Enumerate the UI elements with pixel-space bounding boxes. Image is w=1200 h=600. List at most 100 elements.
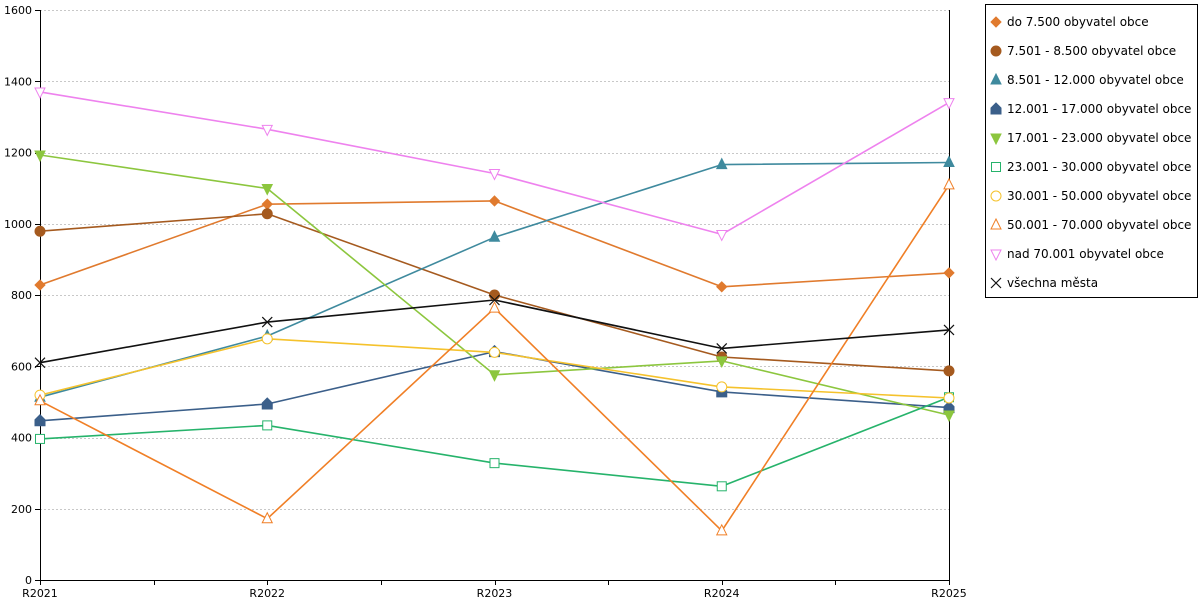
legend-marker [990,73,1002,85]
legend-item: nad 70.001 obyvatel obce [986,244,1197,264]
legend-item: 7.501 - 8.500 obyvatel obce [986,41,1197,61]
legend-marker [990,249,1002,261]
data-point [943,410,955,423]
legend-label: 8.501 - 12.000 obyvatel obce [1007,73,1184,87]
data-point [34,279,46,291]
data-point [488,370,501,382]
data-point [34,393,46,406]
legend-item: 17.001 - 23.000 obyvatel obce [986,128,1197,148]
data-point [261,208,273,220]
x-tick-label: R2024 [704,587,740,600]
legend: do 7.500 obyvatel obce 7.501 - 8.500 obyv… [985,4,1198,298]
data-point [715,157,728,170]
data-point [34,225,46,237]
y-tick-label: 1200 [4,147,32,160]
data-point [262,420,273,431]
x-tick-label: R2021 [22,587,58,600]
legend-marker [990,102,1002,115]
data-point [943,155,955,167]
data-point [261,183,274,196]
data-point [34,357,46,369]
y-tick-label: 0 [25,574,32,587]
legend-item: 8.501 - 12.000 obyvatel obce [986,70,1197,90]
data-point [488,169,501,181]
data-point [990,16,1002,28]
legend-item: všechna města [986,273,1197,293]
data-point [34,87,46,100]
data-point [990,102,1002,115]
data-point [943,365,955,377]
x-tick-label: R2023 [477,587,513,600]
data-point [716,481,727,492]
y-tick-label: 1600 [4,4,32,17]
data-point [990,45,1002,57]
y-tick-label: 1000 [4,218,32,231]
legend-item: 12.001 - 17.000 obyvatel obce [986,99,1197,119]
data-point [990,190,1002,202]
legend-item: do 7.500 obyvatel obce [986,12,1197,32]
legend-marker [990,218,1002,230]
data-point [261,124,274,137]
data-point [34,150,46,163]
legend-label: 12.001 - 17.000 obyvatel obce [1007,102,1192,116]
legend-item: 23.001 - 30.000 obyvatel obce [986,157,1197,177]
data-point [715,523,728,536]
legend-label: všechna města [1007,276,1099,290]
data-point [261,397,273,410]
data-point [715,356,728,369]
data-point [488,230,501,242]
legend-marker [991,162,1001,172]
data-point [716,281,728,293]
y-tick-label: 600 [11,360,32,373]
data-point [261,511,274,524]
y-tick-label: 400 [11,432,32,445]
data-point [943,392,955,404]
legend-label: do 7.500 obyvatel obce [1007,15,1149,29]
data-point [261,333,273,345]
data-point [943,267,955,279]
y-tick-labels: 0 200 400 600 800 1000 1200 1400 1600 [4,4,32,587]
data-point [715,229,728,242]
data-point [990,73,1002,85]
data-point [261,198,273,210]
data-point [943,324,955,336]
data-point [489,289,500,301]
data-point [943,98,955,110]
data-point [488,301,501,313]
data-point [990,249,1002,261]
data-point [716,343,728,354]
data-point [991,162,1001,172]
data-point [990,277,1002,289]
x-tick-labels: R2021 R2022 R2023 R2024 R2025 [22,587,967,600]
legend-marker [990,277,1002,289]
x-tick-label: R2025 [931,587,967,600]
data-point [35,433,45,444]
legend-label: 30.001 - 50.000 obyvatel obce [1007,189,1192,203]
line-chart: 0 200 400 600 800 1000 1200 1400 1600 R2021 R2022… [4,4,967,600]
data-point [489,346,500,358]
data-point [34,414,46,427]
y-tick-label: 1400 [4,75,32,88]
x-tick-label: R2022 [249,587,285,600]
y-tick-label: 200 [11,503,32,516]
legend-marker [990,133,1002,145]
legend-label: 23.001 - 30.000 obyvatel obce [1007,160,1192,174]
legend-label: 7.501 - 8.500 obyvatel obce [1007,44,1177,58]
legend-item: 50.001 - 70.000 obyvatel obce [986,215,1197,235]
legend-marker [990,16,1002,28]
data-point [990,133,1002,145]
legend-label: 50.001 - 70.000 obyvatel obce [1007,218,1192,232]
data-point [716,381,728,393]
legend-marker [990,190,1002,202]
y-tick-label: 800 [11,289,32,302]
data-point [943,177,955,190]
legend-marker [990,45,1002,57]
legend-item: 30.001 - 50.000 obyvatel obce [986,186,1197,206]
grid-lines [40,10,949,510]
series-line [39,200,950,288]
legend-label: nad 70.001 obyvatel obce [1007,247,1164,261]
series-markers [34,87,955,536]
data-point [488,195,501,207]
data-point [261,316,273,328]
data-point [990,218,1002,230]
